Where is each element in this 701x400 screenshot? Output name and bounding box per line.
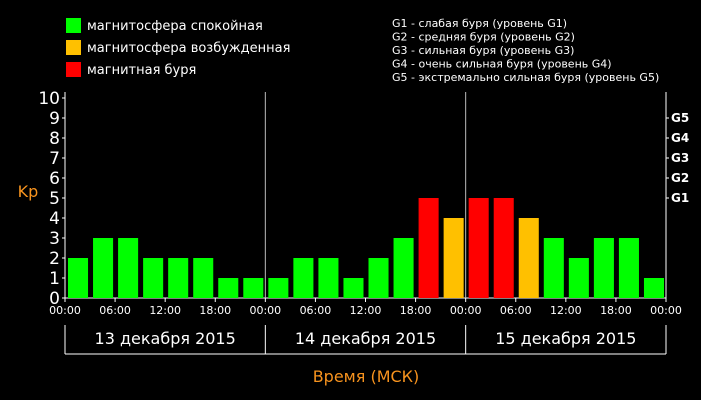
kp-bar bbox=[368, 258, 389, 298]
x-tick-label: 06:00 bbox=[500, 304, 532, 317]
kp-bar bbox=[318, 258, 339, 298]
kp-bar bbox=[243, 278, 264, 298]
x-tick-label: 18:00 bbox=[600, 304, 632, 317]
x-tick-label: 00:00 bbox=[450, 304, 482, 317]
kp-bar bbox=[418, 198, 439, 298]
y-tick-label: 5 bbox=[49, 189, 60, 209]
day-label: 14 декабря 2015 bbox=[295, 329, 436, 348]
kp-bar bbox=[118, 238, 139, 298]
x-tick-label: 18:00 bbox=[400, 304, 432, 317]
kp-bar bbox=[343, 278, 364, 298]
kp-bar bbox=[518, 218, 539, 298]
x-axis-label: Время (МСК) bbox=[313, 367, 420, 386]
storm-level-legend: G1 - слабая буря (уровень G1)G2 - средня… bbox=[392, 17, 659, 84]
y-tick-label: 6 bbox=[49, 169, 60, 189]
day-label: 15 декабря 2015 bbox=[495, 329, 636, 348]
day-label: 13 декабря 2015 bbox=[95, 329, 236, 348]
storm-level-item: G4 - очень сильная буря (уровень G4) bbox=[392, 58, 612, 71]
kp-bar bbox=[93, 238, 114, 298]
kp-bar bbox=[218, 278, 239, 298]
y-tick-label: 1 bbox=[49, 269, 60, 289]
x-tick-label: 18:00 bbox=[199, 304, 231, 317]
y-tick-label: 7 bbox=[49, 149, 60, 169]
g-tick-label: G3 bbox=[671, 151, 689, 165]
kp-bar bbox=[643, 278, 664, 298]
legend-label: магнитосфера возбужденная bbox=[87, 41, 290, 56]
kp-bar bbox=[393, 238, 414, 298]
x-tick-label: 06:00 bbox=[99, 304, 131, 317]
g-tick-label: G4 bbox=[671, 131, 689, 145]
y-tick-label: 8 bbox=[49, 129, 60, 149]
kp-bar bbox=[443, 218, 464, 298]
storm-level-item: G1 - слабая буря (уровень G1) bbox=[392, 17, 567, 30]
kp-bar bbox=[268, 278, 289, 298]
legend-swatch bbox=[66, 40, 81, 55]
kp-bar bbox=[193, 258, 214, 298]
x-tick-label: 12:00 bbox=[550, 304, 582, 317]
kp-bar bbox=[568, 258, 589, 298]
kp-bar bbox=[468, 198, 489, 298]
y-tick-label: 3 bbox=[49, 229, 60, 249]
g-tick-label: G5 bbox=[671, 111, 689, 125]
x-tick-label: 00:00 bbox=[650, 304, 682, 317]
legend: магнитосфера спокойная магнитосфера возбу… bbox=[66, 18, 290, 78]
y-tick-label: 10 bbox=[38, 89, 60, 109]
y-tick-label: 0 bbox=[49, 289, 60, 309]
x-tick-label: 00:00 bbox=[49, 304, 81, 317]
g-tick-label: G2 bbox=[671, 171, 689, 185]
storm-level-item: G3 - сильная буря (уровень G3) bbox=[392, 44, 574, 57]
kp-bar bbox=[543, 238, 564, 298]
kp-bar bbox=[168, 258, 189, 298]
legend-swatch bbox=[66, 18, 81, 33]
kp-bar bbox=[293, 258, 314, 298]
y-tick-label: 9 bbox=[49, 109, 60, 129]
g-tick-label: G1 bbox=[671, 191, 689, 205]
y-tick-label: 4 bbox=[49, 209, 60, 229]
legend-label: магнитосфера спокойная bbox=[87, 19, 263, 34]
y-axis-label: Kp bbox=[18, 182, 39, 201]
kp-bar bbox=[618, 238, 639, 298]
y-tick-label: 2 bbox=[49, 249, 60, 269]
kp-bar bbox=[143, 258, 164, 298]
x-tick-label: 12:00 bbox=[149, 304, 181, 317]
kp-bar bbox=[68, 258, 89, 298]
x-tick-label: 12:00 bbox=[350, 304, 382, 317]
x-tick-label: 06:00 bbox=[300, 304, 332, 317]
kp-bar bbox=[593, 238, 614, 298]
kp-bar bbox=[493, 198, 514, 298]
x-tick-label: 00:00 bbox=[249, 304, 281, 317]
legend-label: магнитная буря bbox=[87, 63, 196, 78]
storm-level-item: G5 - экстремально сильная буря (уровень … bbox=[392, 71, 659, 84]
storm-level-item: G2 - средняя буря (уровень G2) bbox=[392, 31, 575, 44]
legend-swatch bbox=[66, 62, 81, 77]
